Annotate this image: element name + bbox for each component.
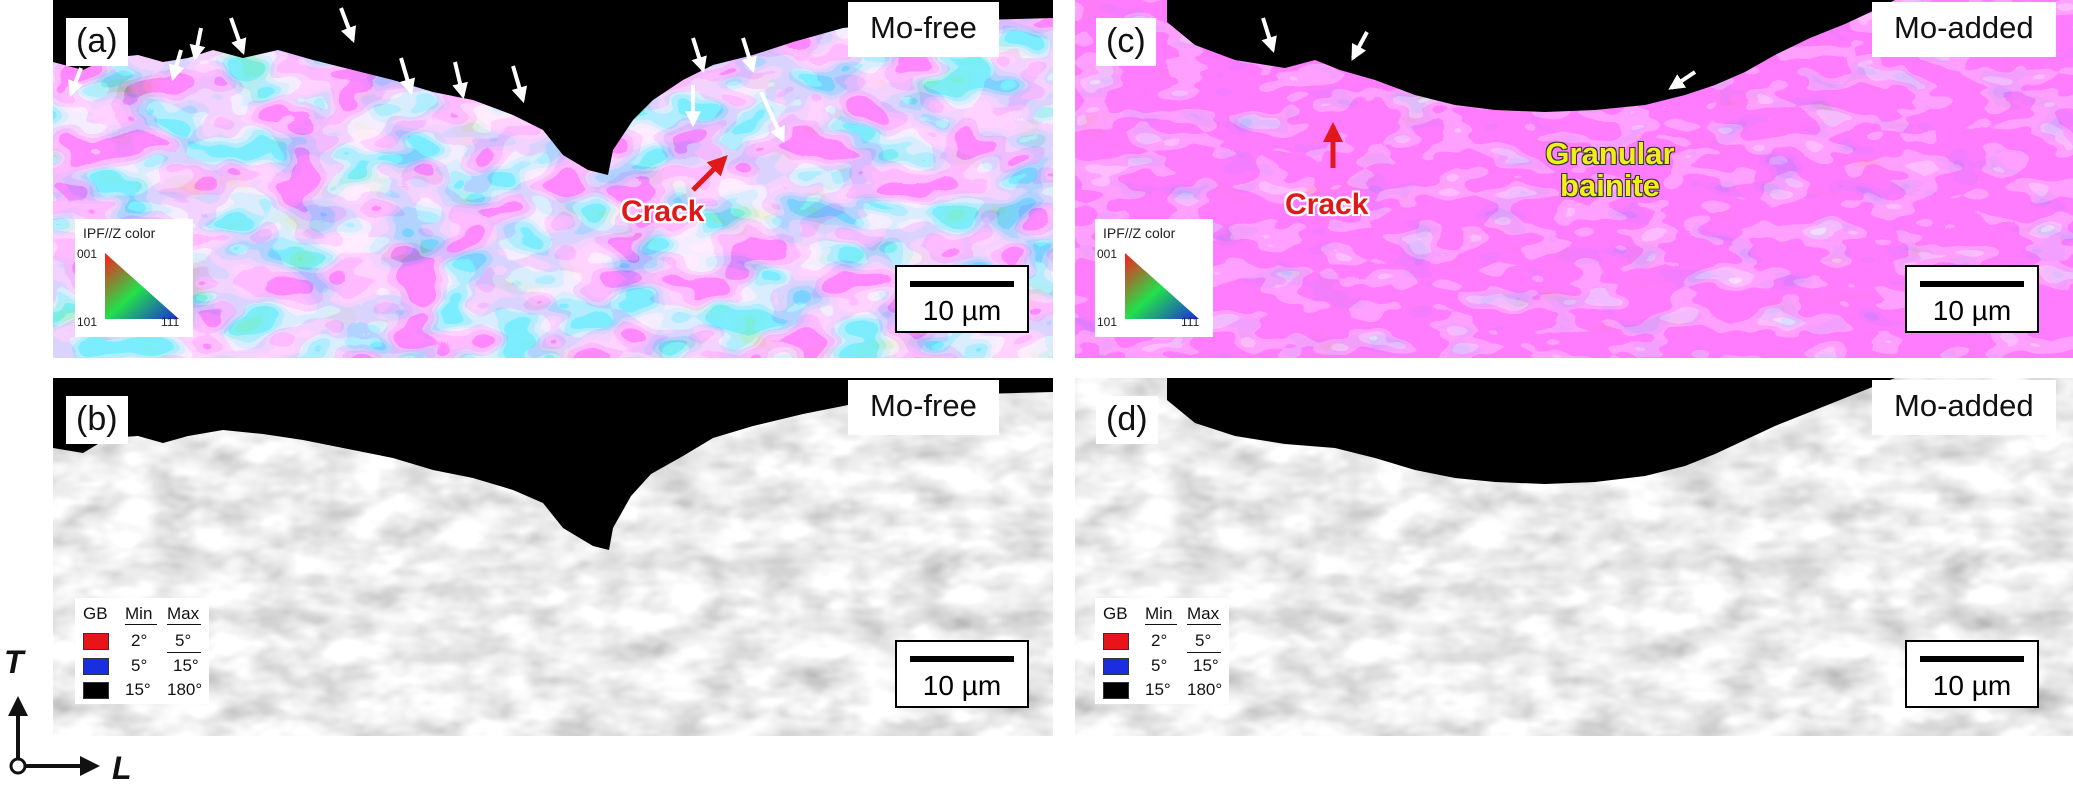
arrow-overlay-c xyxy=(1261,17,1697,168)
panel-label-c: (c) xyxy=(1096,18,1156,66)
ipf-color-key-c: IPF//Z color 001 101 111 xyxy=(1095,219,1213,337)
panel-label-a: (a) xyxy=(66,18,128,66)
ipf-grain-map-image xyxy=(53,0,1053,358)
orientation-axes xyxy=(7,696,100,776)
ipf-key-title: IPF//Z color xyxy=(83,225,156,241)
ipf-triangle-icon xyxy=(1125,253,1199,319)
scale-bar-line xyxy=(1920,656,2024,662)
defect-arrow-icon xyxy=(229,17,247,56)
gb-row2-min: 5° xyxy=(1151,656,1168,675)
scale-bar-c: 10 µm xyxy=(1905,265,2039,333)
ipf-111-label: 111 xyxy=(1181,315,1200,329)
granular-bainite-label: Granular bainite xyxy=(1545,136,1675,203)
defect-arrow-icon xyxy=(452,61,468,100)
axis-label-t: T xyxy=(4,644,24,680)
defect-arrow-icon xyxy=(1261,17,1277,54)
scale-bar-line xyxy=(910,656,1014,662)
defect-arrow-icon xyxy=(691,37,707,74)
gb-header: GB xyxy=(83,604,108,623)
alloy-label-d: Mo-added xyxy=(1872,380,2056,435)
crack-label-a: Crack xyxy=(621,195,705,228)
gb-swatch-low xyxy=(83,633,109,650)
defect-arrow-icon xyxy=(511,65,528,104)
gb-swatch-mid xyxy=(83,658,109,675)
defect-arrow-icon xyxy=(168,49,185,82)
gb-row3-min: 15° xyxy=(125,680,151,699)
gb-swatch-high xyxy=(1103,682,1129,699)
gb-swatch-mid xyxy=(1103,658,1129,675)
gb-min-header: Min xyxy=(125,604,153,623)
gb-row2-min: 5° xyxy=(131,656,148,675)
ipf-101-label: 101 xyxy=(1097,315,1118,329)
defect-arrow-icon xyxy=(759,91,785,143)
defect-arrow-icon xyxy=(68,67,84,97)
gb-row1-min: 2° xyxy=(1151,631,1168,650)
scale-bar-line xyxy=(910,281,1014,287)
gb-row3-max: 180° xyxy=(1187,680,1223,699)
gb-max-header: Max xyxy=(167,604,200,623)
gb-row2-max: 15° xyxy=(173,656,199,675)
panel-label-d: (d) xyxy=(1096,396,1158,444)
ipf-key-title: IPF//Z color xyxy=(1103,225,1176,241)
gb-max-header: Max xyxy=(1187,604,1220,623)
scale-bar-b: 10 µm xyxy=(895,640,1029,708)
grain-boundary-legend-b: GB Min Max 2° 5° 5° 15° 15° 180° xyxy=(75,598,209,704)
grain-boundary-map-image xyxy=(53,378,1053,736)
panel-a-ebsd-ipf-map: (a) Mo-free IPF//Z color 001 101 111 10 … xyxy=(53,0,1053,358)
ipf-001-label: 001 xyxy=(1097,247,1118,261)
scale-bar-text: 10 µm xyxy=(922,295,1002,326)
axis-label-l: L xyxy=(112,750,132,786)
scale-bar-text: 10 µm xyxy=(922,670,1002,701)
origin-circle-icon xyxy=(9,757,27,775)
gb-row2-max: 15° xyxy=(1193,656,1219,675)
crack-label-c: Crack xyxy=(1285,188,1369,221)
scale-bar-text: 10 µm xyxy=(1932,670,2012,701)
gb-swatch-low xyxy=(1103,633,1129,650)
alloy-label-c: Mo-added xyxy=(1872,2,2056,57)
scale-bar-a: 10 µm xyxy=(895,265,1029,333)
ipf-color-key-a: IPF//Z color 001 101 111 xyxy=(75,219,193,337)
gb-header: GB xyxy=(1103,604,1128,623)
scale-bar-line xyxy=(1920,281,2024,287)
gb-row1-max: 5° xyxy=(175,631,192,650)
ipf-111-label: 111 xyxy=(161,315,180,329)
ipf-001-label: 001 xyxy=(77,247,98,261)
ipf-101-label: 101 xyxy=(77,315,98,329)
panel-b-grain-boundary-map: (b) Mo-free GB Min Max 2° 5° 5° 15° 15° … xyxy=(53,378,1053,736)
gb-row3-min: 15° xyxy=(1145,680,1171,699)
defect-arrow-icon xyxy=(339,7,356,43)
panel-c-ebsd-ipf-map: (c) Mo-added IPF//Z color 001 101 111 10… xyxy=(1075,0,2073,358)
scale-bar-text: 10 µm xyxy=(1932,295,2012,326)
gb-swatch-high xyxy=(83,682,109,699)
defect-arrow-icon xyxy=(1668,70,1697,90)
arrow-overlay-a xyxy=(68,7,785,192)
defect-arrow-icon xyxy=(741,37,757,74)
ipf-triangle-icon xyxy=(105,253,179,319)
gb-row1-max: 5° xyxy=(1195,631,1212,650)
panel-d-grain-boundary-map: (d) Mo-added GB Min Max 2° 5° 5° 15° 15°… xyxy=(1075,378,2073,736)
gb-min-header: Min xyxy=(1145,604,1173,623)
alloy-label-b: Mo-free xyxy=(848,380,999,435)
gb-row1-min: 2° xyxy=(131,631,148,650)
panel-label-b: (b) xyxy=(66,396,128,444)
defect-arrow-icon xyxy=(189,27,206,62)
defect-arrow-icon xyxy=(1351,31,1369,61)
gb-row3-max: 180° xyxy=(167,680,203,699)
alloy-label-a: Mo-free xyxy=(848,2,999,57)
crack-arrow-icon xyxy=(691,155,728,192)
defect-arrow-icon xyxy=(399,57,416,96)
grain-boundary-legend-d: GB Min Max 2° 5° 5° 15° 15° 180° xyxy=(1095,598,1229,704)
scale-bar-d: 10 µm xyxy=(1905,640,2039,708)
